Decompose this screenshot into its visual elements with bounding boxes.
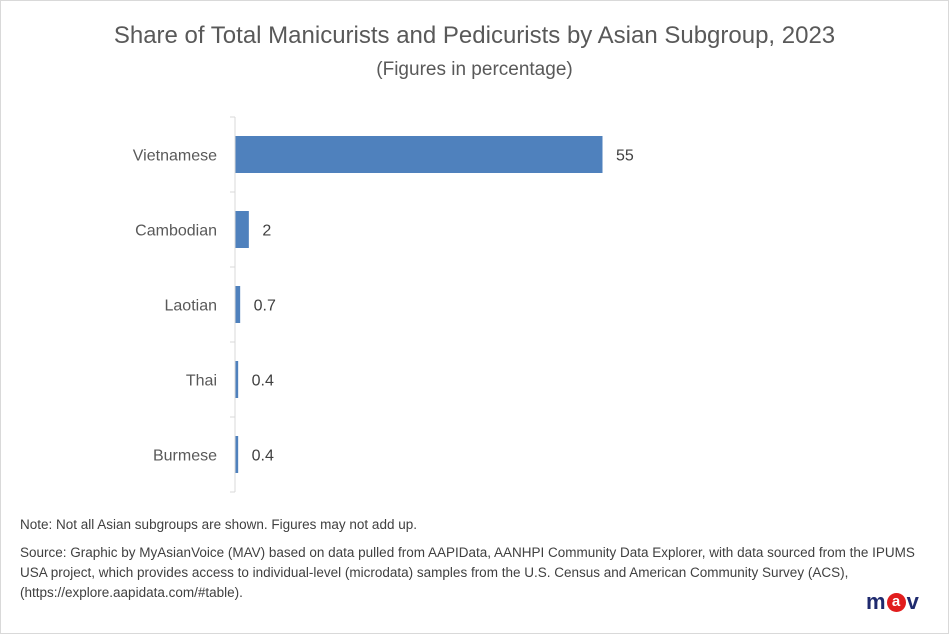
category-label: Cambodian <box>135 223 217 240</box>
chart-source: Source: Graphic by MyAsianVoice (MAV) ba… <box>20 545 915 600</box>
data-label: 0.4 <box>252 373 274 390</box>
data-label: 0.4 <box>252 448 274 465</box>
chart-title: Share of Total Manicurists and Pedicuris… <box>113 22 836 49</box>
chart-note: Note: Not all Asian subgroups are shown.… <box>20 517 417 532</box>
bar-cambodian <box>235 211 249 248</box>
chart-subtitle: (Figures in percentage) <box>376 59 573 80</box>
category-label: Burmese <box>153 448 217 465</box>
category-label: Laotian <box>165 298 218 315</box>
logo-m: m <box>866 589 886 614</box>
logo-a: a <box>886 592 906 612</box>
data-label: 2 <box>262 223 271 240</box>
logo-v: v <box>906 589 919 614</box>
data-label: 0.7 <box>254 298 276 315</box>
data-label: 55 <box>616 148 634 165</box>
bar-burmese <box>235 436 239 473</box>
bar-thai <box>235 361 239 398</box>
bar-laotian <box>235 286 241 323</box>
bar-vietnamese <box>235 136 603 173</box>
category-label: Thai <box>186 373 217 390</box>
category-label: Vietnamese <box>133 148 217 165</box>
